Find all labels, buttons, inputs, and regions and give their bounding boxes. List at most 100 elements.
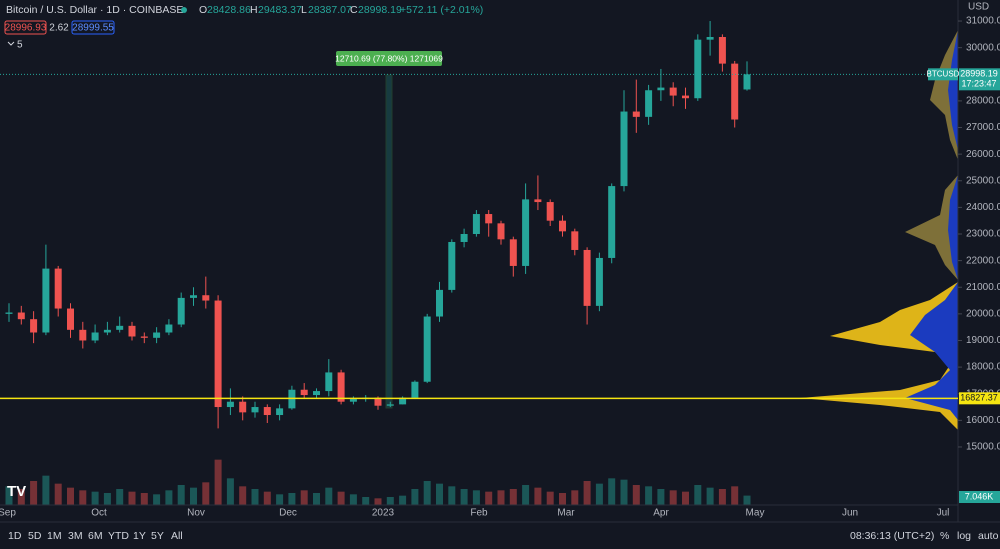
- collapse-icon[interactable]: [7, 41, 15, 46]
- candle-body: [657, 87, 665, 91]
- y-tick-label: 15000.00: [966, 442, 1000, 453]
- bid-box[interactable]: [4, 20, 47, 35]
- volume-bar: [276, 494, 284, 505]
- volume-label: 7.046K: [965, 491, 994, 501]
- ask-box[interactable]: [71, 20, 115, 35]
- timeframe-button[interactable]: YTD: [108, 530, 129, 542]
- timeframe-button[interactable]: 5Y: [151, 530, 164, 542]
- timeframe-button[interactable]: 5D: [28, 530, 42, 542]
- volume-bar: [608, 478, 616, 505]
- candle-body: [522, 199, 530, 266]
- candle-body: [79, 329, 87, 341]
- timeframe-button[interactable]: All: [171, 530, 183, 542]
- volume-bar: [436, 483, 443, 505]
- ohlc-value: 28387.07: [308, 4, 352, 16]
- toolbar: [0, 522, 1000, 549]
- candle-body: [128, 325, 136, 337]
- volume-layer: [5, 459, 751, 505]
- timeframe-button[interactable]: 3M: [68, 530, 83, 542]
- y-tick-label: 31000.00: [966, 16, 1000, 27]
- candle-body: [386, 404, 394, 406]
- candle-body: [546, 202, 554, 221]
- volume-bar: [67, 487, 74, 505]
- volume-bar: [91, 491, 99, 505]
- volume-bar: [177, 485, 185, 505]
- volume-bar: [423, 481, 431, 505]
- price-label: 28998.19: [960, 69, 998, 79]
- y-tick-label: 18000.00: [966, 362, 1000, 373]
- profile-area: [905, 282, 958, 420]
- volume-bar: [472, 490, 480, 505]
- profile-area: [905, 175, 958, 280]
- volume-bar: [669, 490, 677, 505]
- candle-body: [30, 319, 38, 333]
- symbol-label: BTCUSD: [927, 69, 960, 78]
- scale-button[interactable]: log: [957, 530, 971, 542]
- candle-body: [91, 332, 99, 341]
- symbol-tag: [928, 68, 958, 81]
- volume-bar: [288, 493, 296, 505]
- y-tick-label: 26000.00: [966, 149, 1000, 160]
- volume-bar: [595, 483, 603, 505]
- profile-area: [948, 175, 958, 280]
- volume-bar: [153, 494, 161, 505]
- volume-bar: [743, 495, 751, 505]
- volume-bar: [214, 459, 222, 505]
- candle-body: [559, 220, 566, 232]
- candle-layer: [5, 21, 751, 429]
- volume-bar: [632, 485, 640, 505]
- volume-bar: [54, 483, 62, 505]
- ohlc-label: L: [301, 4, 307, 16]
- timeframe-button[interactable]: 1M: [47, 530, 62, 542]
- timeframe-button[interactable]: 1D: [8, 530, 22, 542]
- timeframe-button[interactable]: 6M: [88, 530, 103, 542]
- scale-button[interactable]: %: [940, 530, 949, 542]
- ohlc-value: 28428.86: [207, 4, 251, 16]
- x-tick-label: Mar: [557, 508, 575, 519]
- candle-body: [620, 111, 628, 187]
- volume-bar: [497, 490, 505, 505]
- volume-bar: [263, 491, 271, 505]
- y-tick-label: 30000.00: [966, 42, 1000, 53]
- candle-body: [608, 186, 616, 258]
- candle-body: [460, 233, 468, 242]
- volume-bar: [374, 498, 382, 505]
- spread: 2.62: [49, 23, 69, 34]
- x-tick-label: Nov: [187, 508, 205, 519]
- candle-body: [448, 241, 456, 290]
- candle-body: [436, 289, 443, 317]
- ohlc-label: C: [350, 4, 358, 16]
- candle-body: [276, 408, 284, 416]
- candle-body: [571, 231, 579, 250]
- volume-bar: [509, 489, 517, 505]
- candle-body: [263, 407, 271, 416]
- candle-body: [718, 37, 726, 64]
- volume-bar: [657, 489, 665, 505]
- candle-body: [509, 239, 517, 266]
- volume-bar: [682, 491, 689, 505]
- scale-button[interactable]: auto: [978, 530, 999, 542]
- volume-bar: [694, 485, 702, 505]
- volume-bar: [140, 493, 148, 505]
- ask[interactable]: 28999.55: [72, 23, 114, 34]
- x-tick-label: Sep: [0, 508, 16, 519]
- clock: 08:36:13 (UTC+2): [850, 530, 934, 542]
- volume-bar: [731, 486, 739, 505]
- volume-bar: [571, 490, 579, 505]
- bid[interactable]: 28996.93: [5, 23, 47, 34]
- candle-body: [251, 407, 259, 413]
- countdown: 17:23:47: [961, 79, 996, 89]
- indicator-count[interactable]: 5: [17, 40, 23, 51]
- volume-bar: [718, 489, 726, 505]
- candle-body: [534, 199, 542, 203]
- candle-body: [485, 214, 493, 224]
- volume-bar: [325, 487, 333, 505]
- candle-body: [202, 295, 210, 301]
- x-tick-label: Apr: [653, 508, 669, 519]
- chart-title: Bitcoin / U.S. Dollar · 1D · COINBASE: [6, 4, 183, 16]
- line-label: 16827.37: [960, 393, 998, 403]
- candle-body: [42, 268, 50, 333]
- x-tick-label: Dec: [279, 508, 297, 519]
- timeframe-button[interactable]: 1Y: [133, 530, 146, 542]
